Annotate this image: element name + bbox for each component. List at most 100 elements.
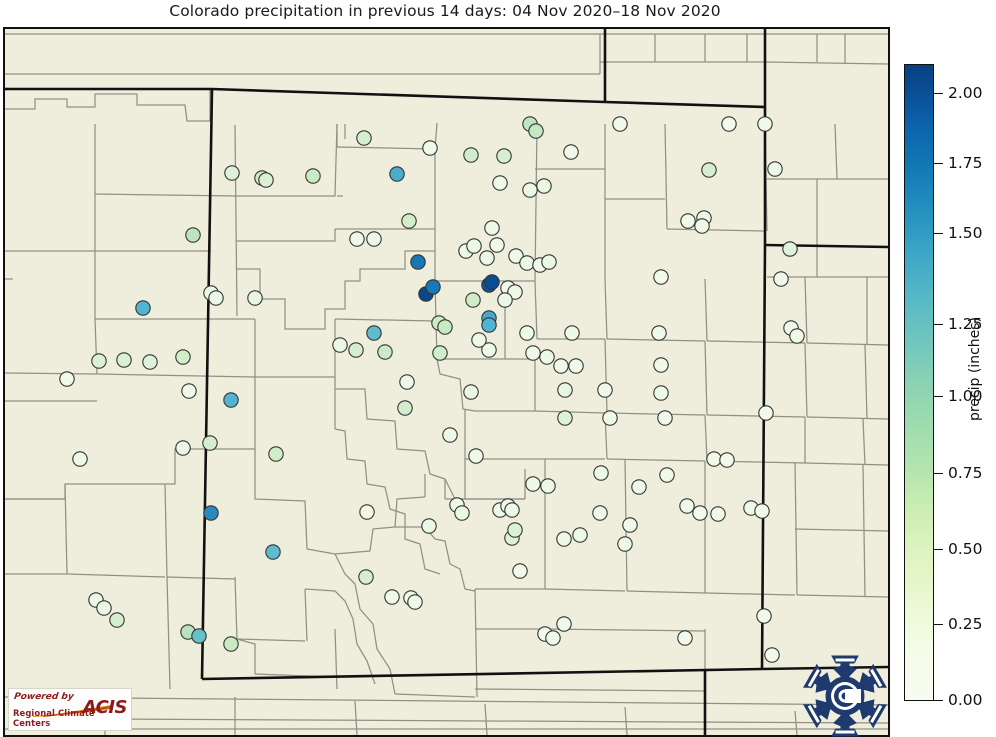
precip-station-marker[interactable] bbox=[536, 178, 552, 194]
precip-station-marker[interactable] bbox=[116, 352, 132, 368]
precip-station-marker[interactable] bbox=[602, 410, 618, 426]
precip-station-marker[interactable] bbox=[410, 254, 426, 270]
precip-station-marker[interactable] bbox=[528, 123, 544, 139]
precip-station-marker[interactable] bbox=[593, 465, 609, 481]
precip-station-marker[interactable] bbox=[484, 220, 500, 236]
precip-station-marker[interactable] bbox=[631, 479, 647, 495]
precip-station-marker[interactable] bbox=[692, 505, 708, 521]
precip-station-marker[interactable] bbox=[556, 616, 572, 632]
precip-station-marker[interactable] bbox=[597, 382, 613, 398]
precip-station-marker[interactable] bbox=[91, 353, 107, 369]
precip-station-marker[interactable] bbox=[525, 345, 541, 361]
precip-station-marker[interactable] bbox=[677, 630, 693, 646]
precip-station-marker[interactable] bbox=[96, 600, 112, 616]
precip-station-marker[interactable] bbox=[519, 325, 535, 341]
precip-station-marker[interactable] bbox=[564, 325, 580, 341]
precip-station-marker[interactable] bbox=[492, 175, 508, 191]
precip-station-marker[interactable] bbox=[305, 168, 321, 184]
precip-station-marker[interactable] bbox=[789, 328, 805, 344]
precip-station-marker[interactable] bbox=[540, 478, 556, 494]
precip-station-marker[interactable] bbox=[557, 382, 573, 398]
precip-station-marker[interactable] bbox=[508, 248, 524, 264]
precip-station-markers[interactable] bbox=[59, 116, 805, 663]
precip-station-marker[interactable] bbox=[481, 342, 497, 358]
precip-station-marker[interactable] bbox=[782, 241, 798, 257]
precip-station-marker[interactable] bbox=[72, 451, 88, 467]
precip-station-marker[interactable] bbox=[377, 344, 393, 360]
precip-station-marker[interactable] bbox=[247, 290, 263, 306]
precip-station-marker[interactable] bbox=[421, 518, 437, 534]
precip-station-marker[interactable] bbox=[496, 148, 512, 164]
precip-station-marker[interactable] bbox=[484, 274, 500, 290]
precip-station-marker[interactable] bbox=[399, 374, 415, 390]
precip-station-marker[interactable] bbox=[463, 384, 479, 400]
precip-station-marker[interactable] bbox=[384, 589, 400, 605]
precip-station-marker[interactable] bbox=[572, 527, 588, 543]
precip-station-marker[interactable] bbox=[680, 213, 696, 229]
precip-station-marker[interactable] bbox=[202, 435, 218, 451]
precip-station-marker[interactable] bbox=[185, 227, 201, 243]
precip-station-marker[interactable] bbox=[679, 498, 695, 514]
precip-station-marker[interactable] bbox=[504, 502, 520, 518]
precip-station-marker[interactable] bbox=[135, 300, 151, 316]
precip-station-marker[interactable] bbox=[651, 325, 667, 341]
precip-station-marker[interactable] bbox=[653, 269, 669, 285]
precip-station-marker[interactable] bbox=[659, 467, 675, 483]
precip-station-marker[interactable] bbox=[175, 349, 191, 365]
precip-station-marker[interactable] bbox=[268, 446, 284, 462]
precip-station-marker[interactable] bbox=[454, 505, 470, 521]
precip-station-marker[interactable] bbox=[545, 630, 561, 646]
precip-station-marker[interactable] bbox=[767, 161, 783, 177]
precip-station-marker[interactable] bbox=[407, 594, 423, 610]
precip-station-marker[interactable] bbox=[710, 506, 726, 522]
precip-station-marker[interactable] bbox=[401, 213, 417, 229]
precip-station-marker[interactable] bbox=[757, 116, 773, 132]
precip-station-marker[interactable] bbox=[422, 140, 438, 156]
precip-station-marker[interactable] bbox=[489, 237, 505, 253]
precip-station-marker[interactable] bbox=[556, 531, 572, 547]
precip-station-marker[interactable] bbox=[706, 451, 722, 467]
map-panel[interactable] bbox=[3, 27, 890, 737]
precip-station-marker[interactable] bbox=[471, 332, 487, 348]
precip-station-marker[interactable] bbox=[465, 292, 481, 308]
precip-station-marker[interactable] bbox=[756, 608, 772, 624]
precip-station-marker[interactable] bbox=[175, 440, 191, 456]
colorado-map[interactable] bbox=[5, 29, 888, 735]
precip-station-marker[interactable] bbox=[366, 325, 382, 341]
precip-station-marker[interactable] bbox=[497, 292, 513, 308]
precip-station-marker[interactable] bbox=[541, 254, 557, 270]
precip-station-marker[interactable] bbox=[522, 182, 538, 198]
precip-station-marker[interactable] bbox=[332, 337, 348, 353]
precip-station-marker[interactable] bbox=[359, 504, 375, 520]
precip-station-marker[interactable] bbox=[265, 544, 281, 560]
precip-station-marker[interactable] bbox=[208, 290, 224, 306]
precip-station-marker[interactable] bbox=[539, 349, 555, 365]
precip-station-marker[interactable] bbox=[512, 563, 528, 579]
precip-station-marker[interactable] bbox=[356, 130, 372, 146]
precip-station-marker[interactable] bbox=[592, 505, 608, 521]
precip-station-marker[interactable] bbox=[719, 452, 735, 468]
precip-station-marker[interactable] bbox=[258, 172, 274, 188]
precip-station-marker[interactable] bbox=[389, 166, 405, 182]
precip-station-marker[interactable] bbox=[694, 218, 710, 234]
precip-station-marker[interactable] bbox=[701, 162, 717, 178]
precip-station-marker[interactable] bbox=[479, 250, 495, 266]
precip-station-marker[interactable] bbox=[181, 383, 197, 399]
precip-station-marker[interactable] bbox=[442, 427, 458, 443]
precip-station-marker[interactable] bbox=[553, 358, 569, 374]
precip-station-marker[interactable] bbox=[425, 279, 441, 295]
precip-station-marker[interactable] bbox=[109, 612, 125, 628]
precip-station-marker[interactable] bbox=[224, 165, 240, 181]
precip-station-marker[interactable] bbox=[223, 636, 239, 652]
precip-station-marker[interactable] bbox=[653, 385, 669, 401]
precip-station-marker[interactable] bbox=[468, 448, 484, 464]
precip-station-marker[interactable] bbox=[507, 522, 523, 538]
precip-station-marker[interactable] bbox=[463, 147, 479, 163]
precip-station-marker[interactable] bbox=[481, 317, 497, 333]
precip-station-marker[interactable] bbox=[557, 410, 573, 426]
precip-station-marker[interactable] bbox=[525, 476, 541, 492]
precip-station-marker[interactable] bbox=[758, 405, 774, 421]
precip-station-marker[interactable] bbox=[563, 144, 579, 160]
precip-station-marker[interactable] bbox=[622, 517, 638, 533]
precip-station-marker[interactable] bbox=[349, 231, 365, 247]
